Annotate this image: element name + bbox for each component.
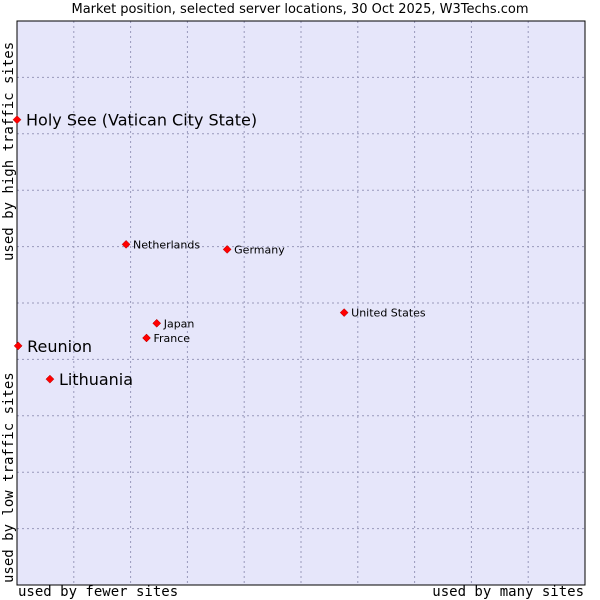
data-point-marker [45, 374, 55, 384]
data-point-label: Germany [234, 243, 285, 256]
x-axis-label-left: used by fewer sites [18, 584, 179, 600]
data-point-label: Lithuania [59, 370, 133, 389]
data-point-marker [152, 318, 162, 328]
y-axis-label-top: used by high traffic sites [1, 41, 17, 261]
data-point-label: Japan [163, 317, 195, 330]
data-point-label: Netherlands [133, 238, 200, 251]
data-point-label: United States [351, 307, 426, 320]
data-point-marker [121, 239, 131, 249]
data-point-label: Reunion [27, 337, 92, 356]
data-point-label: Holy See (Vatican City State) [26, 111, 257, 130]
data-point-label: France [154, 332, 191, 345]
data-point-marker [13, 341, 23, 351]
chart-title: Market position, selected server locatio… [71, 2, 529, 17]
x-axis-label-right: used by many sites [432, 584, 584, 600]
data-point-marker [339, 308, 349, 317]
plot-border [16, 20, 586, 586]
data-point-marker [12, 115, 22, 125]
data-point-marker [142, 333, 151, 343]
y-axis-label-bottom: used by low traffic sites [1, 372, 17, 583]
data-point-marker [222, 245, 232, 254]
